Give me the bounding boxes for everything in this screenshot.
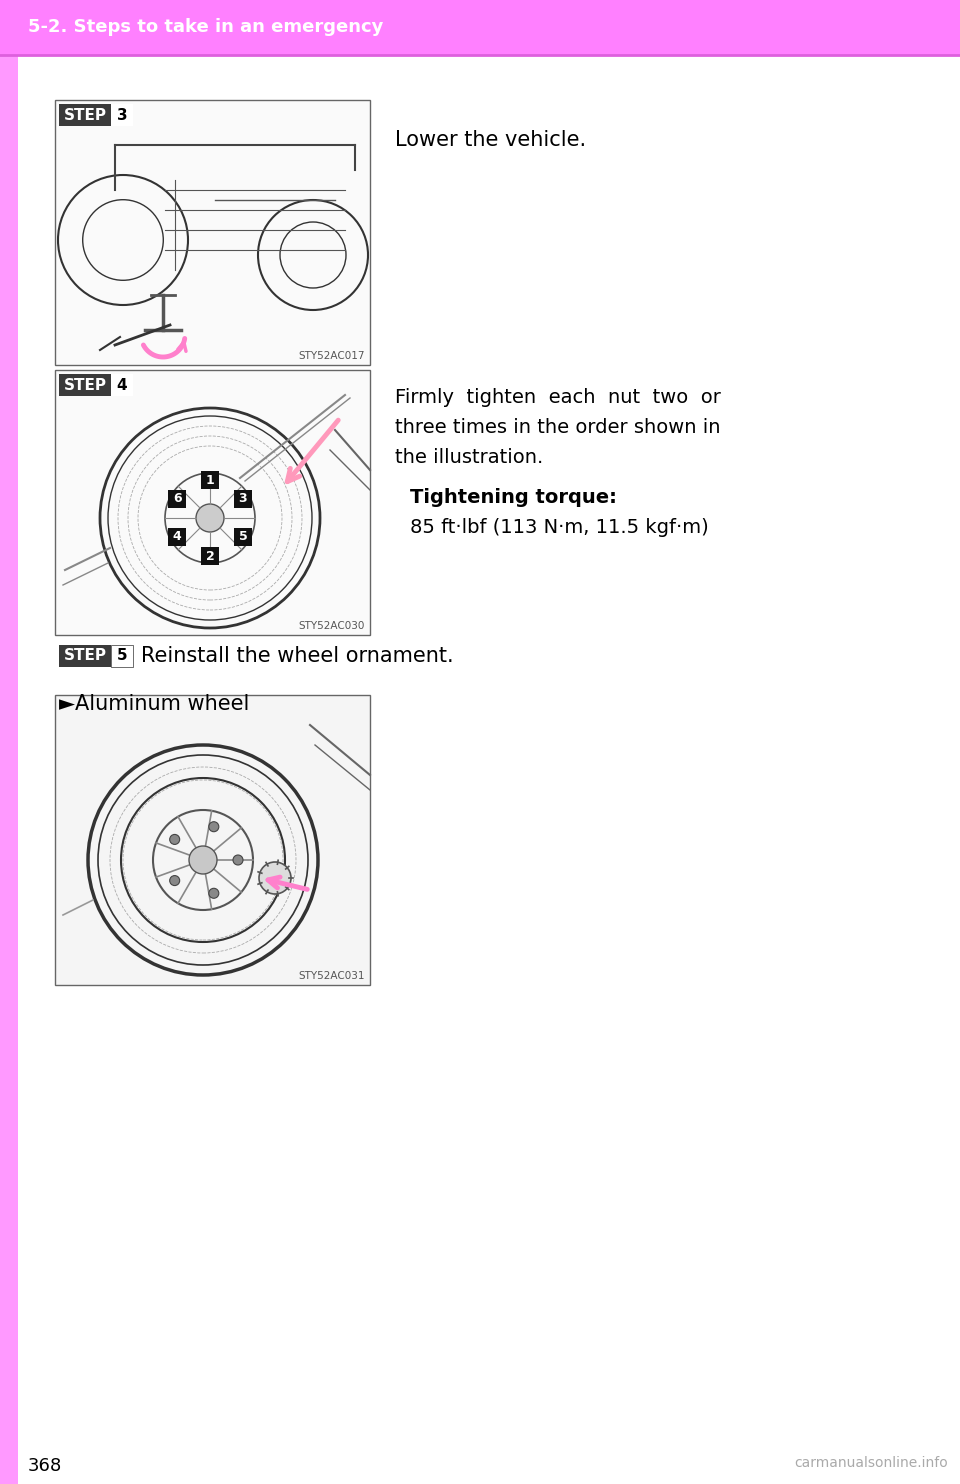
Text: the illustration.: the illustration. bbox=[395, 448, 543, 467]
Bar bbox=[234, 490, 252, 508]
Bar bbox=[0, 0, 960, 55]
Bar bbox=[168, 528, 186, 546]
Circle shape bbox=[259, 862, 291, 893]
Circle shape bbox=[196, 505, 224, 531]
Circle shape bbox=[170, 876, 180, 886]
Circle shape bbox=[189, 846, 217, 874]
Bar bbox=[201, 470, 219, 490]
Text: carmanualsonline.info: carmanualsonline.info bbox=[794, 1456, 948, 1471]
Text: 85 ft·lbf (113 N·m, 11.5 kgf·m): 85 ft·lbf (113 N·m, 11.5 kgf·m) bbox=[410, 518, 708, 537]
Bar bbox=[59, 374, 111, 396]
Text: 5: 5 bbox=[117, 649, 128, 663]
Circle shape bbox=[170, 834, 180, 844]
Bar bbox=[59, 104, 111, 126]
Text: 5-2. Steps to take in an emergency: 5-2. Steps to take in an emergency bbox=[28, 18, 383, 37]
Circle shape bbox=[209, 822, 219, 831]
Bar bbox=[55, 370, 370, 635]
Text: 2: 2 bbox=[205, 549, 214, 562]
Bar bbox=[111, 374, 133, 396]
Text: Tightening torque:: Tightening torque: bbox=[410, 488, 617, 508]
Text: STEP: STEP bbox=[63, 377, 107, 392]
Text: 4: 4 bbox=[117, 377, 128, 392]
Text: STY52AC031: STY52AC031 bbox=[299, 971, 365, 981]
Text: 368: 368 bbox=[28, 1457, 62, 1475]
Circle shape bbox=[209, 889, 219, 898]
Bar bbox=[55, 695, 370, 985]
Bar bbox=[55, 99, 370, 365]
Text: STY52AC030: STY52AC030 bbox=[299, 620, 365, 631]
Bar bbox=[168, 490, 186, 508]
Text: ►Aluminum wheel: ►Aluminum wheel bbox=[59, 695, 250, 714]
Bar bbox=[0, 55, 18, 1484]
Text: STEP: STEP bbox=[63, 107, 107, 123]
Text: Lower the vehicle.: Lower the vehicle. bbox=[395, 131, 587, 150]
Bar bbox=[111, 646, 133, 666]
Text: Reinstall the wheel ornament.: Reinstall the wheel ornament. bbox=[141, 646, 454, 666]
Text: 3: 3 bbox=[117, 107, 128, 123]
Text: 4: 4 bbox=[173, 530, 181, 543]
Circle shape bbox=[233, 855, 243, 865]
Bar bbox=[59, 646, 111, 666]
Text: 6: 6 bbox=[173, 493, 181, 506]
Text: 3: 3 bbox=[239, 493, 248, 506]
Text: three times in the order shown in: three times in the order shown in bbox=[395, 418, 721, 436]
Bar bbox=[111, 104, 133, 126]
Bar bbox=[201, 548, 219, 565]
Text: STEP: STEP bbox=[63, 649, 107, 663]
Text: Firmly  tighten  each  nut  two  or: Firmly tighten each nut two or bbox=[395, 387, 721, 407]
Bar bbox=[234, 528, 252, 546]
Text: 5: 5 bbox=[238, 530, 248, 543]
Text: STY52AC017: STY52AC017 bbox=[299, 352, 365, 361]
Text: 1: 1 bbox=[205, 473, 214, 487]
